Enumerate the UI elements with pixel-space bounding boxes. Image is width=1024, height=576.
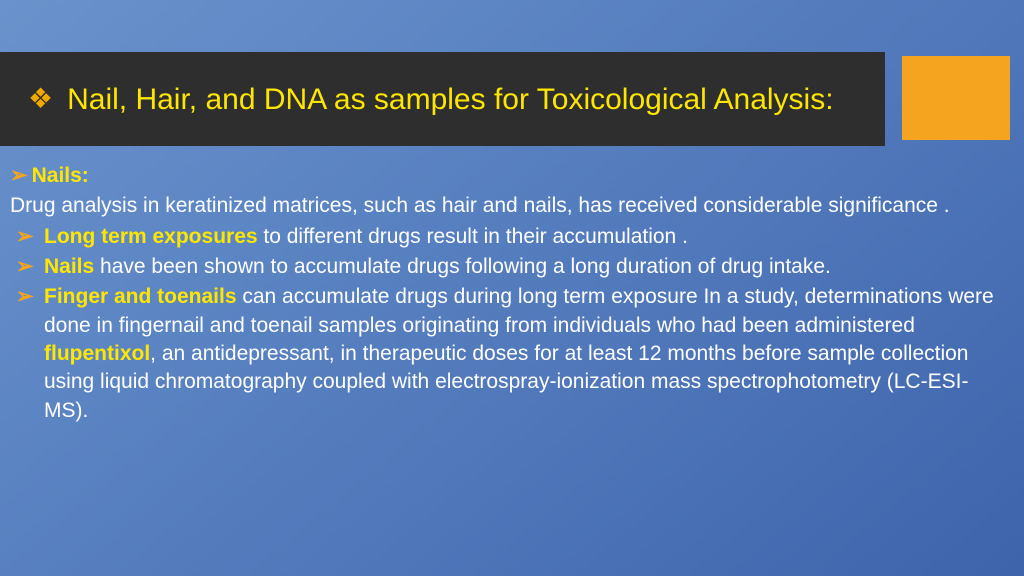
arrow-icon: ➢ [16, 253, 40, 281]
intro-paragraph: Drug analysis in keratinized matrices, s… [10, 192, 1004, 220]
bullet-3-drug: flupentixol [44, 342, 150, 365]
bullet-3: ➢ Finger and toenails can accumulate dru… [10, 283, 1004, 425]
section-heading-row: ➢Nails: [10, 162, 1004, 190]
accent-box [902, 56, 1010, 140]
bullet-2-rest: have been shown to accumulate drugs foll… [94, 255, 831, 278]
arrow-icon: ➢ [16, 283, 40, 425]
arrow-icon: ➢ [16, 223, 40, 251]
bullet-1-text: Long term exposures to different drugs r… [44, 223, 1004, 251]
bullet-1-highlight: Long term exposures [44, 225, 258, 248]
section-heading: Nails: [32, 164, 89, 187]
bullet-3-end: , an antidepressant, in therapeutic dose… [44, 342, 969, 422]
bullet-2: ➢ Nails have been shown to accumulate dr… [10, 253, 1004, 281]
bullet-2-text: Nails have been shown to accumulate drug… [44, 253, 1004, 281]
slide-body: ➢Nails: Drug analysis in keratinized mat… [10, 162, 1004, 427]
slide-title: Nail, Hair, and DNA as samples for Toxic… [67, 80, 833, 119]
diamond-bullet-icon: ❖ [28, 85, 53, 113]
bullet-3-highlight: Finger and toenails [44, 285, 237, 308]
bullet-1: ➢ Long term exposures to different drugs… [10, 223, 1004, 251]
bullet-3-text: Finger and toenails can accumulate drugs… [44, 283, 1004, 425]
bullet-1-rest: to different drugs result in their accum… [258, 225, 688, 248]
title-bar: ❖ Nail, Hair, and DNA as samples for Tox… [0, 52, 885, 146]
bullet-2-highlight: Nails [44, 255, 94, 278]
arrow-icon: ➢ [10, 164, 28, 187]
slide: ❖ Nail, Hair, and DNA as samples for Tox… [0, 0, 1024, 576]
